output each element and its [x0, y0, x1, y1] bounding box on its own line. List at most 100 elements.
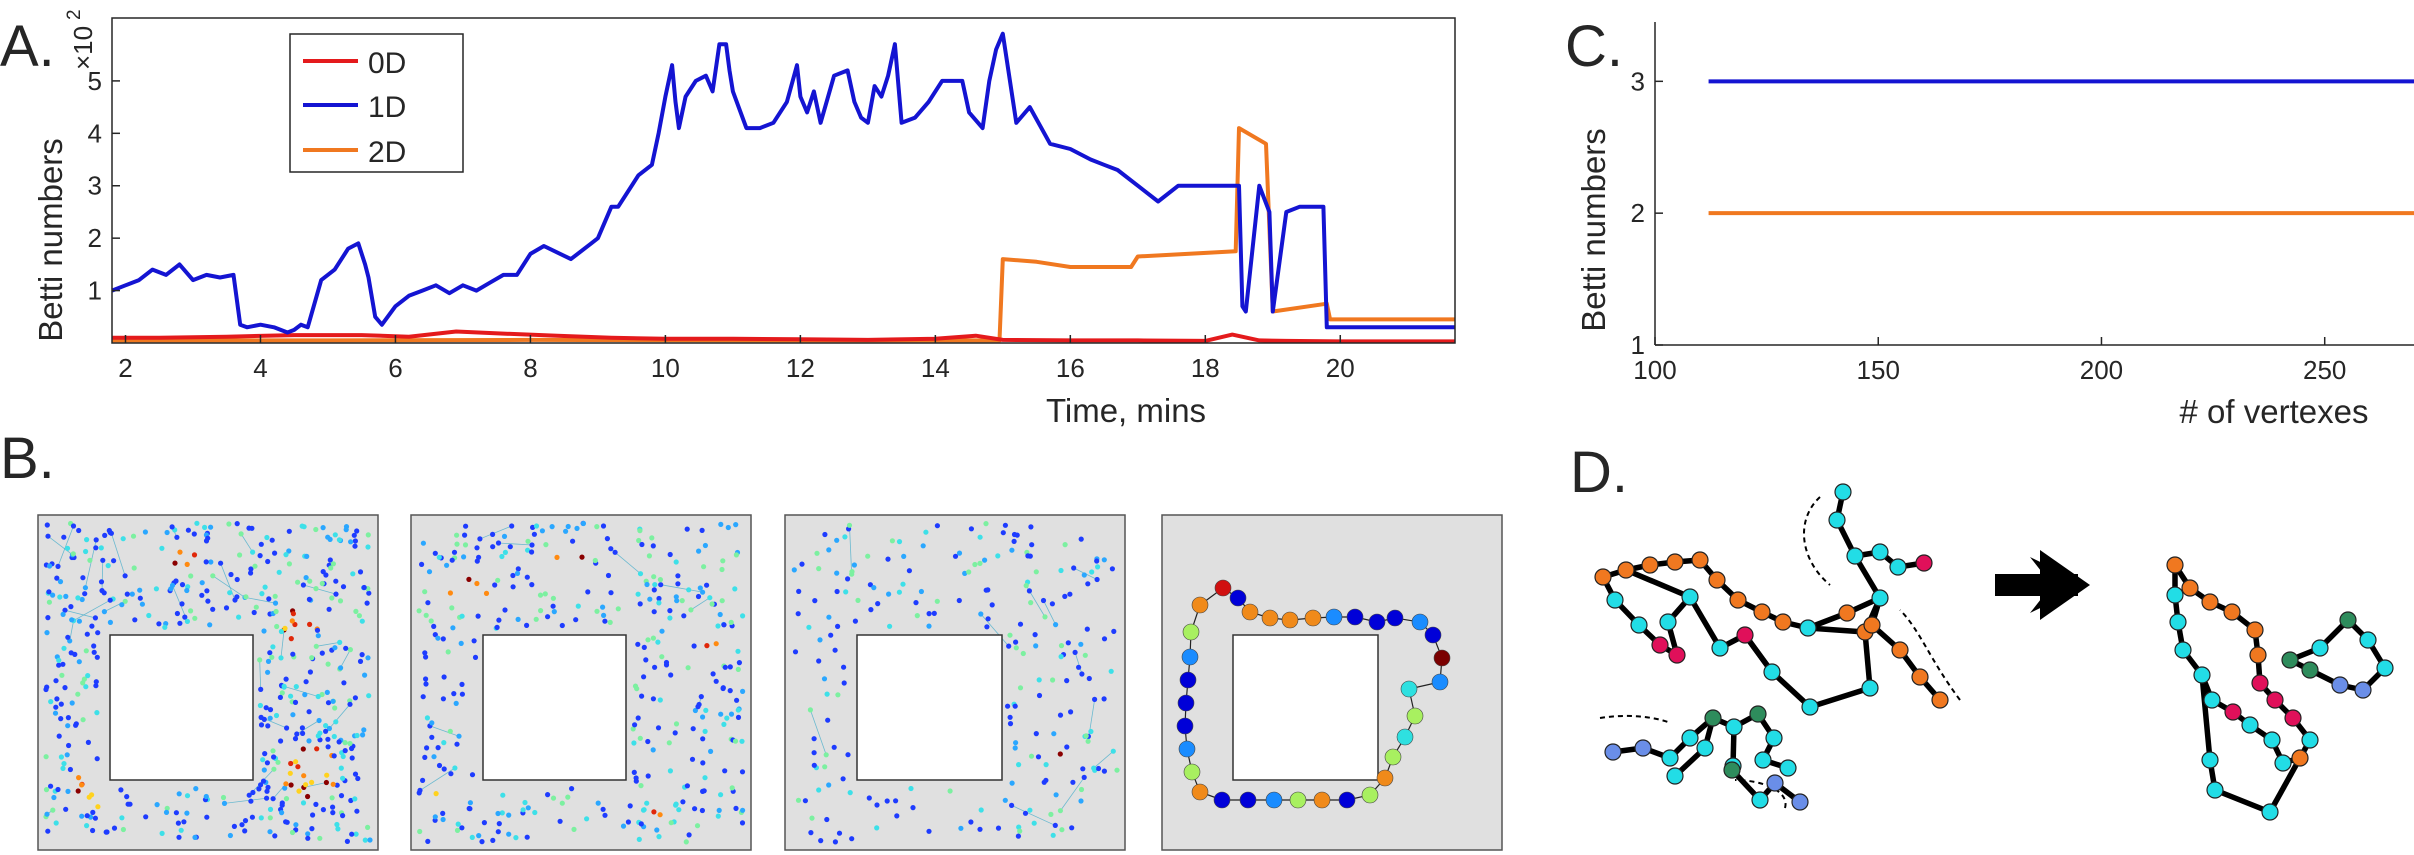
node	[1081, 572, 1087, 578]
node	[258, 541, 264, 547]
graph-node	[2241, 716, 2259, 734]
node	[277, 694, 283, 701]
node	[299, 523, 305, 529]
node	[668, 820, 674, 826]
node	[306, 596, 312, 603]
node	[533, 616, 539, 622]
node	[43, 754, 49, 760]
node	[707, 595, 713, 601]
node	[48, 699, 54, 705]
graph-node	[2291, 749, 2309, 767]
node	[675, 573, 681, 579]
node	[267, 829, 273, 835]
node	[319, 650, 325, 656]
node	[359, 652, 365, 658]
node	[934, 523, 941, 529]
node	[353, 831, 359, 837]
node	[728, 619, 734, 626]
node	[645, 738, 651, 745]
node	[182, 614, 188, 620]
graph-node	[1617, 561, 1635, 579]
graph-node	[2246, 621, 2264, 639]
node	[424, 745, 430, 751]
node	[352, 796, 358, 802]
loop-node	[1361, 786, 1379, 804]
node	[435, 635, 441, 641]
graph-node	[1711, 639, 1729, 657]
node	[118, 787, 124, 793]
node	[592, 557, 598, 564]
node	[184, 618, 190, 625]
edge	[1060, 777, 1085, 811]
edge	[429, 725, 460, 737]
node	[93, 683, 99, 689]
node	[531, 531, 538, 537]
node	[720, 558, 726, 564]
node	[130, 533, 137, 539]
edge	[111, 533, 126, 576]
node	[549, 524, 555, 530]
edge	[283, 686, 319, 697]
node	[977, 560, 983, 567]
node	[978, 807, 984, 813]
node	[193, 786, 199, 792]
node	[188, 573, 194, 579]
node	[367, 837, 373, 843]
node	[463, 523, 469, 529]
graph-node	[1915, 554, 1933, 572]
graph-node	[2166, 586, 2184, 604]
node	[181, 819, 187, 825]
node	[700, 714, 706, 720]
node	[258, 722, 265, 728]
node	[459, 825, 465, 831]
node	[265, 658, 272, 665]
node	[242, 818, 249, 824]
node	[234, 576, 240, 583]
node	[524, 574, 530, 580]
node	[691, 643, 697, 649]
node	[1053, 792, 1059, 798]
node	[550, 603, 556, 609]
node	[316, 717, 322, 724]
node	[343, 527, 349, 533]
node	[64, 752, 70, 758]
node	[474, 545, 480, 551]
node	[69, 700, 75, 706]
node	[159, 545, 165, 551]
node	[218, 560, 224, 566]
node	[184, 561, 190, 568]
node	[1083, 733, 1089, 739]
node	[168, 586, 174, 592]
node	[843, 589, 849, 595]
edge	[224, 797, 267, 804]
loop-node	[1384, 748, 1402, 766]
node	[122, 598, 128, 604]
node	[199, 592, 205, 598]
x-tick-label: 6	[388, 353, 402, 383]
node	[454, 532, 460, 538]
node	[1092, 696, 1098, 703]
node	[43, 686, 49, 693]
edge	[303, 782, 327, 788]
node	[1005, 703, 1011, 709]
node	[865, 553, 871, 559]
node	[559, 800, 565, 806]
node	[958, 825, 964, 831]
chart-a-series	[111, 31, 1455, 344]
node	[332, 532, 338, 538]
node	[651, 587, 657, 593]
node	[124, 794, 130, 800]
node	[334, 782, 340, 788]
node	[926, 623, 932, 629]
loop-node	[1261, 609, 1279, 627]
edge	[101, 560, 104, 591]
node	[344, 838, 350, 845]
node	[348, 539, 354, 545]
node	[683, 839, 689, 845]
node	[432, 550, 438, 556]
node	[649, 535, 655, 541]
node	[652, 582, 658, 588]
loop-node	[1176, 717, 1194, 735]
node	[293, 684, 299, 690]
node	[365, 655, 371, 661]
